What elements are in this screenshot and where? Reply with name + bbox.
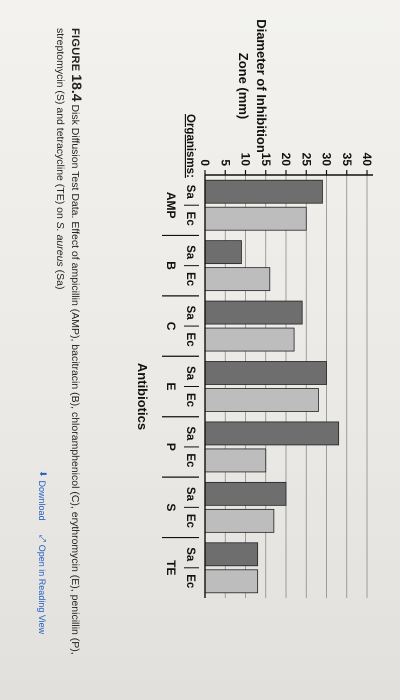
y-tick-label: 0: [198, 159, 212, 166]
organism-label: Ec: [184, 514, 196, 529]
y-axis-title-line1: Diameter of Inhibition: [254, 19, 269, 153]
organism-label: Sa: [184, 487, 196, 502]
reading-view-label: Open in Reading View: [37, 544, 48, 635]
expand-icon: ⤢: [38, 534, 48, 542]
category-label: B: [164, 261, 178, 270]
organism-label: Sa: [184, 547, 196, 562]
organism-label: Sa: [184, 245, 196, 260]
category-label: S: [164, 503, 178, 511]
bar-sa-c: [204, 300, 303, 325]
reading-view-button[interactable]: ⤢ Open in Reading View: [37, 534, 49, 635]
category-label: C: [164, 322, 178, 331]
y-tick-label: 35: [340, 153, 354, 167]
figure-number: 18.4: [69, 74, 85, 102]
organism-label: Ec: [184, 333, 196, 348]
figure-caption: FIGURE 18.4 Disk Diffusion Test Data. Ef…: [52, 28, 85, 678]
organism-label: Ec: [184, 272, 196, 287]
bar-ec-e: [204, 388, 319, 412]
chart-labels: 0 5 10 15 20 25 30 35 40 Sa Ec AMP Sa Ec B Sa Ec C Sa Ec E Sa…: [135, 19, 374, 589]
bar-ec-amp: [204, 206, 307, 231]
organism-label: Sa: [184, 306, 196, 321]
y-tick-label: 15: [259, 153, 273, 167]
bar-ec-te: [204, 569, 259, 594]
gridlines: [204, 175, 368, 598]
organism-label: Sa: [184, 426, 196, 441]
category-label: AMP: [164, 192, 178, 219]
organism-label: Ec: [184, 453, 196, 468]
y-tick-label: 5: [218, 159, 232, 166]
download-icon: ⬇: [38, 470, 48, 478]
reader-toolbar: ⬇ Download ⤢ Open in Reading View: [37, 470, 49, 635]
axes: [162, 170, 373, 598]
caption-text-end: (Sa): [54, 266, 66, 290]
caption-text: Disk Diffusion Test Data. Effect of ampi…: [54, 28, 81, 655]
organism-label: Ec: [184, 212, 196, 227]
organisms-label: Organisms:: [184, 114, 196, 178]
y-tick-label: 40: [360, 153, 374, 167]
caption-species: S. aureus: [54, 221, 66, 267]
bar-ec-c: [204, 327, 295, 352]
category-label: TE: [164, 560, 178, 575]
bar-sa-b: [204, 240, 242, 265]
download-button[interactable]: ⬇ Download: [37, 470, 49, 521]
bar-group: [204, 179, 340, 594]
inhibition-bar-chart: 0 5 10 15 20 25 30 35 40 Sa Ec AMP Sa Ec B Sa Ec C Sa Ec E Sa…: [135, 19, 374, 598]
x-axis-title: Antibiotics: [135, 363, 150, 430]
organism-label: Sa: [184, 185, 196, 200]
y-tick-label: 10: [239, 153, 253, 167]
download-label: Download: [37, 480, 48, 521]
bar-sa-te: [204, 542, 259, 567]
bar-ec-p: [204, 448, 267, 473]
y-axis-title-line2: Zone (mm): [236, 53, 251, 119]
bar-sa-p: [204, 421, 340, 446]
bar-sa-amp: [204, 179, 323, 204]
bar-ec-s: [204, 508, 275, 533]
organism-label: Ec: [184, 393, 196, 408]
y-tick-label: 20: [279, 153, 293, 167]
category-label: E: [164, 382, 178, 390]
category-label: P: [164, 443, 178, 451]
figure-prefix: FIGURE: [69, 28, 81, 72]
y-tick-label: 25: [299, 153, 313, 167]
bar-ec-b: [204, 267, 271, 292]
organism-label: Sa: [184, 366, 196, 381]
bar-sa-e: [204, 361, 327, 385]
organism-label: Ec: [184, 574, 196, 589]
bar-sa-s: [204, 481, 287, 506]
y-tick-label: 30: [320, 153, 334, 167]
